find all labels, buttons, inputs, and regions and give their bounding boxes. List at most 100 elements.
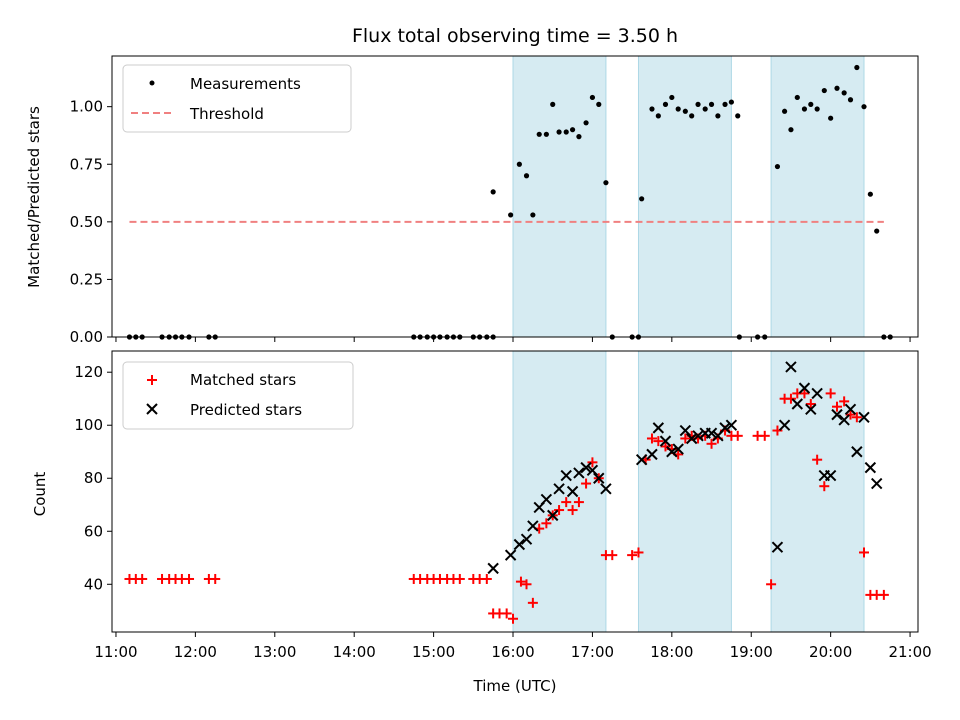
x-tick-label: 18:00 [650,643,693,661]
legend-matched-marker [147,375,157,385]
predicted-star-point [871,477,883,490]
measurement-point [490,189,496,195]
measurement-point [847,97,854,103]
matched-star-point [859,547,870,558]
count-points [124,361,889,624]
matched-star-point [508,613,519,624]
matched-star-point [766,579,777,590]
x-tick-label: 19:00 [730,643,773,661]
measurement-point [774,163,781,170]
y-tick-label: 80 [84,469,103,487]
measurement-point [556,129,562,135]
top-y-axis-label: Matched/Predicted stars [25,106,43,288]
predicted-star-point [725,419,738,431]
predicted-star-point [692,430,704,442]
matched-star-point [759,430,770,441]
top-axes-frame [111,55,919,338]
observing-window-3 [770,55,865,338]
predicted-star-point [824,469,837,482]
y-tick-label: 100 [74,416,103,434]
predicted-star-point [838,414,850,426]
predicted-star-point [540,493,553,506]
predicted-star-point [798,382,811,394]
x-tick-label: 17:00 [571,643,614,661]
matched-star-point [832,401,843,412]
matched-star-point [812,454,823,465]
measurement-point [655,113,661,119]
bottom-legend-box [122,361,354,430]
observing-window-1 [512,55,607,338]
measurement-point [603,180,609,186]
matched-star-point [646,433,657,444]
measurement-point [569,127,576,133]
top-y-ticks: 0.00 0.25 0.50 0.75 1.00 [70,98,112,346]
measurement-point [708,101,715,107]
y-tick-label: 0.00 [70,328,103,346]
matched-star-point [799,388,810,399]
measurement-point [828,115,834,121]
observing-window-1 [512,350,607,633]
predicted-star-point [566,485,579,498]
measurement-point [523,173,530,179]
measurement-point [722,101,728,107]
measurement-point [841,90,847,96]
x-tick-label: 15:00 [412,643,455,661]
predicted-star-point [864,461,877,474]
predicted-star-point [811,387,823,400]
measurement-point [695,101,701,107]
measurement-point [675,106,681,112]
legend-predicted-label: Predicted stars [190,401,302,419]
matched-star-point [660,441,671,452]
matched-star-point [839,396,850,407]
bottom-y-ticks: 40 60 80 100 120 [74,363,112,593]
measurement-point [639,196,645,202]
matched-star-point [706,438,717,449]
y-tick-label: 1.00 [70,98,103,116]
predicted-star-point [805,403,817,416]
matched-star-point [825,388,836,399]
predicted-star-point [831,408,843,421]
measurement-point [536,131,542,137]
predicted-star-point [666,446,678,458]
chart-title: Flux total observing time = 3.50 h [352,25,678,47]
measurement-point [702,106,708,112]
measurement-point [861,104,867,110]
legend-threshold-label: Threshold [189,105,264,123]
predicted-star-point [527,520,539,532]
x-tick-label: 13:00 [253,643,296,661]
measurement-point [781,108,788,114]
matched-star-point [633,547,644,558]
matched-star-point [587,457,598,468]
measurement-point [662,101,669,107]
measurement-point [854,64,860,71]
matched-star-point [481,573,492,584]
top-legend: Measurements Threshold [122,64,352,133]
matched-star-point [732,430,743,441]
predicted-star-point [593,472,605,484]
y-tick-label: 0.50 [70,213,103,231]
matched-star-point [805,399,816,410]
measurement-point [649,106,655,112]
predicted-star-point [844,403,857,416]
observing-window-2 [637,350,732,633]
measurement-point [821,87,827,94]
measurement-point [516,161,522,167]
measurement-point [589,94,596,101]
matched-star-point [581,478,592,489]
matched-star-point [878,589,889,600]
matched-star-point [554,505,565,516]
top-shaded-intervals [512,55,865,338]
y-tick-label: 60 [84,522,103,540]
top-panel: 0.00 0.25 0.50 0.75 1.00 Matched/Predicted s… [25,55,919,346]
measurement-point [814,106,820,112]
measurement-point [867,191,873,197]
y-tick-label: 120 [74,363,103,381]
legend-measurements-marker [149,80,155,86]
matched-star-point [819,481,830,492]
predicted-star-point [719,422,731,434]
measurement-point [834,85,840,91]
predicted-star-point [487,562,499,575]
y-tick-label: 0.25 [70,270,103,288]
measurement-point [808,101,814,107]
predicted-star-point [504,549,517,561]
